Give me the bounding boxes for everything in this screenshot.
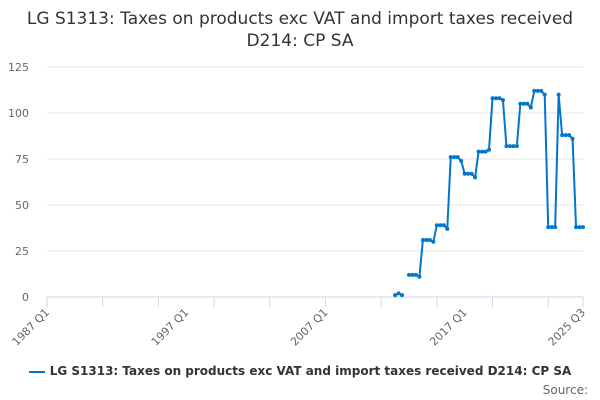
data-point <box>396 291 401 296</box>
data-point <box>452 155 457 160</box>
y-tick-label: 75 <box>15 153 29 166</box>
data-point <box>553 225 558 230</box>
data-point <box>556 92 561 97</box>
data-point <box>445 226 450 231</box>
data-point <box>525 101 530 106</box>
data-point <box>448 155 453 160</box>
data-point <box>427 237 432 242</box>
series-line <box>408 89 583 279</box>
data-point <box>420 237 425 242</box>
data-point <box>560 133 565 138</box>
x-tick-label: 2025 Q3 <box>546 306 589 349</box>
data-point <box>438 223 443 228</box>
data-point <box>400 293 405 298</box>
data-point <box>455 155 460 160</box>
data-point <box>469 171 474 176</box>
data-point <box>570 136 575 141</box>
data-point <box>528 105 533 110</box>
data-point <box>535 88 540 93</box>
x-tick-label: 2007 Q1 <box>288 306 331 349</box>
data-point <box>511 144 516 149</box>
y-tick-label: 125 <box>8 61 29 74</box>
data-point <box>441 223 446 228</box>
data-point <box>567 133 572 138</box>
data-point <box>514 144 519 149</box>
data-point <box>507 144 512 149</box>
x-tick-label: 1997 Q1 <box>149 306 192 349</box>
legend-label: LG S1313: Taxes on products exc VAT and … <box>49 364 572 378</box>
data-point <box>490 96 495 101</box>
data-point <box>406 272 411 277</box>
chart-title: LG S1313: Taxes on products exc VAT and … <box>26 9 574 51</box>
data-point <box>574 225 579 230</box>
y-tick-label: 25 <box>15 245 29 258</box>
data-point <box>546 225 551 230</box>
data-point <box>497 96 502 101</box>
source-label: Source: <box>542 383 588 397</box>
data-point <box>417 274 422 279</box>
data-point <box>549 225 554 230</box>
data-point <box>466 171 471 176</box>
data-point <box>487 147 492 152</box>
x-tick-label: 2017 Q1 <box>427 306 470 349</box>
data-point <box>542 92 547 97</box>
x-tick-label: 1987 Q1 <box>10 306 53 349</box>
data-point <box>483 149 488 154</box>
y-tick-label: 50 <box>15 199 29 212</box>
data-point <box>504 144 509 149</box>
data-point <box>410 272 415 277</box>
data-point <box>393 293 398 298</box>
data-point <box>473 175 478 180</box>
data-point <box>476 149 481 154</box>
data-point <box>493 96 498 101</box>
y-tick-label: 100 <box>8 107 29 120</box>
data-point <box>518 101 523 106</box>
data-point <box>532 88 537 93</box>
data-point <box>581 225 585 230</box>
data-point <box>480 149 485 154</box>
data-point <box>563 133 568 138</box>
data-point <box>459 158 464 163</box>
data-point <box>434 223 439 228</box>
data-point <box>431 239 436 244</box>
data-point <box>577 225 582 230</box>
y-tick-label: 0 <box>22 291 29 304</box>
legend-item[interactable]: LG S1313: Taxes on products exc VAT and … <box>0 364 600 378</box>
data-point <box>462 171 467 176</box>
data-point <box>539 88 544 93</box>
data-point <box>413 272 418 277</box>
legend-swatch <box>28 370 45 373</box>
data-point <box>424 237 429 242</box>
data-point <box>500 98 505 103</box>
data-point <box>521 101 526 106</box>
